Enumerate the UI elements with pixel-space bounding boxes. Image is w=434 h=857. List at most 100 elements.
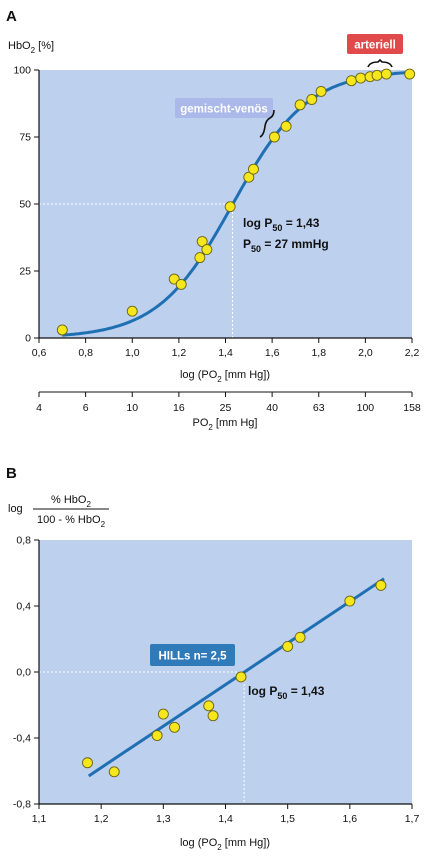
panel-a-y-tick-labels: 0 25 50 75 100 <box>13 65 39 345</box>
panel-b-x-axis-label: log (PO2 [mm Hg]) <box>180 837 270 852</box>
panel-a-x-tick-label: 1,8 <box>311 347 326 359</box>
arterial-badge <box>347 34 403 54</box>
panel-b-y-tick-label: -0,8 <box>13 799 31 811</box>
panel-a-data-point <box>126 305 138 317</box>
panel-a-x-tick-label: 0,8 <box>78 347 93 359</box>
panel-b-data-point <box>235 671 247 683</box>
panel-a-x-tick-label: 2,0 <box>358 347 373 359</box>
panel-a-x-tick-labels: 0,6 0,8 1,0 1,2 1,4 1,6 1,8 2,0 2,2 <box>32 338 420 359</box>
panel-b-y-tick-label: -0,4 <box>13 733 31 745</box>
panel-b-x-tick-label: 1,7 <box>405 813 420 825</box>
venous-range-brace <box>259 109 275 138</box>
panel-b-data-point <box>207 710 219 722</box>
panel-b-data-point <box>108 766 120 778</box>
panel-a-secondary-tick-labels: 4 6 10 16 25 40 63 100 158 <box>36 392 421 414</box>
panel-b-x-tick-label: 1,5 <box>280 813 295 825</box>
panel-a-data-points <box>56 68 416 336</box>
panel-a-secondary-tick-label: 10 <box>126 402 138 414</box>
panel-a-letter: A <box>6 8 17 25</box>
panel-a-p50-annotation: P50 = 27 mmHg <box>243 237 329 254</box>
panel-b-letter: B <box>6 465 17 482</box>
panel-b-y-label-denominator: 100 - % HbO2 <box>37 514 106 529</box>
panel-a-data-point <box>280 120 292 132</box>
panel-a-secondary-tick-label: 25 <box>220 402 232 414</box>
panel-b-data-point <box>203 700 215 712</box>
panel-a-x-tick-label: 1,0 <box>125 347 140 359</box>
panel-b-p50-guides <box>39 671 245 804</box>
panel-b-x-tick-label: 1,6 <box>343 813 358 825</box>
panel-a-secondary-tick-label: 63 <box>313 402 325 414</box>
panel-a-data-point <box>371 69 383 81</box>
panel-b-y-tick-labels: 0,8 0,4 0,0 -0,4 -0,8 <box>13 535 39 811</box>
arterial-label: arteriell <box>354 40 396 52</box>
panel-a-y-axis-label: HbO2 [%] <box>8 40 54 55</box>
panel-a-x-tick-label: 1,2 <box>172 347 187 359</box>
panel-b-data-point <box>375 579 387 591</box>
panel-b-y-axis-label: log % HbO2 100 - % HbO2 <box>8 494 109 529</box>
panel-a-log-p50-annotation: log P50 = 1,43 <box>243 216 320 233</box>
panel-a-data-point <box>294 99 306 111</box>
panel-b-y-tick-label: 0,8 <box>16 535 31 547</box>
panel-a-data-point <box>306 94 318 105</box>
hill-coefficient-label: HILLs n= 2,5 <box>158 651 227 663</box>
panel-a-data-point <box>175 278 187 290</box>
panel-b-log-p50-annotation: log P50 = 1,43 <box>248 684 325 701</box>
panel-b-data-point <box>151 730 163 741</box>
arterial-range-brace <box>367 58 393 68</box>
panel-a-secondary-tick-label: 4 <box>36 402 42 414</box>
panel-a-x-tick-label: 1,6 <box>265 347 280 359</box>
panel-a-data-point <box>355 72 367 84</box>
panel-b-data-point <box>294 631 306 643</box>
panel-b-y-tick-label: 0,0 <box>16 667 31 679</box>
panel-b: B log % HbO2 100 - % HbO2 0,8 0,4 0,0 -0,4 -… <box>6 465 419 852</box>
panel-a-secondary-axis-label: PO2 [mm Hg] <box>193 417 258 432</box>
panel-a-data-point <box>404 68 416 80</box>
panel-a-y-tick-label: 75 <box>19 132 31 144</box>
panel-b-x-tick-label: 1,4 <box>218 813 233 825</box>
panel-a-y-tick-label: 100 <box>13 65 31 77</box>
panel-a-x-tick-label: 1,4 <box>218 347 233 359</box>
panel-b-data-point <box>169 721 180 733</box>
panel-a-secondary-tick-label: 158 <box>403 402 421 414</box>
panel-b-x-tick-labels: 1,1 1,2 1,3 1,4 1,5 1,6 1,7 <box>32 804 420 825</box>
panel-b-data-point <box>344 595 356 607</box>
panel-a-secondary-tick-label: 100 <box>357 402 375 414</box>
panel-b-data-point <box>82 757 93 769</box>
panel-a-x-tick-label: 0,6 <box>32 347 47 359</box>
panel-a-y-tick-label: 0 <box>25 333 31 345</box>
panel-a-data-point <box>243 171 255 183</box>
panel-a: A HbO2 [%] 0 25 50 75 100 0,6 0,8 1,0 1,2 1,4 1,6… <box>6 8 421 432</box>
panel-a-secondary-tick-label: 40 <box>266 402 278 414</box>
panel-b-y-label-numerator: % HbO2 <box>51 494 91 509</box>
mixed-venous-label: gemischt-venös <box>180 104 268 116</box>
mixed-venous-badge <box>175 98 273 118</box>
panel-a-data-point <box>196 236 208 247</box>
panel-a-data-point <box>345 75 357 87</box>
panel-a-p50-guides <box>39 203 233 338</box>
panel-a-data-point <box>56 324 68 336</box>
hill-coefficient-badge <box>150 644 235 666</box>
panel-a-x-axis-label: log (PO2 [mm Hg]) <box>180 369 270 384</box>
panel-a-secondary-tick-label: 6 <box>83 402 89 414</box>
panel-b-data-points <box>82 579 387 778</box>
panel-a-data-point <box>315 85 327 97</box>
panel-b-y-tick-label: 0,4 <box>16 601 31 613</box>
panel-b-x-tick-label: 1,1 <box>32 813 47 825</box>
panel-b-x-tick-label: 1,2 <box>94 813 109 825</box>
panel-a-data-point <box>380 68 392 80</box>
panel-b-plot-area <box>39 540 412 804</box>
panel-a-data-point <box>194 252 206 264</box>
panel-b-y-label-log: log <box>8 503 23 515</box>
panel-b-data-point <box>157 708 169 720</box>
panel-a-x-tick-label: 2,2 <box>405 347 420 359</box>
panel-a-secondary-tick-label: 16 <box>173 402 185 414</box>
panel-a-data-point <box>224 201 236 213</box>
panel-a-data-point <box>269 131 280 143</box>
panel-b-data-point <box>282 640 294 652</box>
panel-a-data-point <box>201 244 213 256</box>
panel-a-data-point <box>248 163 259 175</box>
panel-b-x-tick-label: 1,3 <box>156 813 171 825</box>
panel-a-y-tick-label: 25 <box>19 266 31 278</box>
panel-a-y-tick-label: 50 <box>19 199 31 211</box>
